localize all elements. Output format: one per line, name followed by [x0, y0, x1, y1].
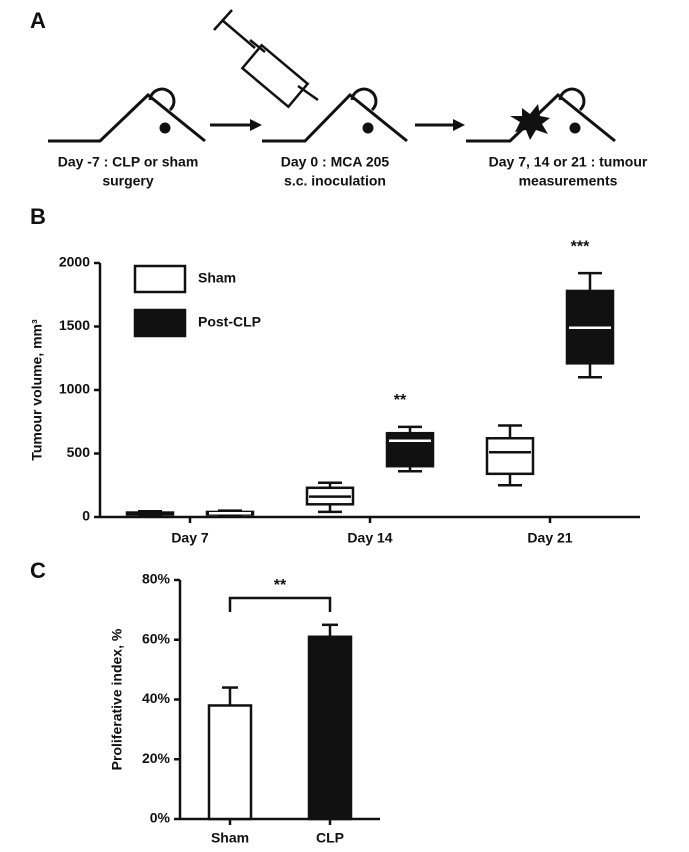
y-tick-label: 500 — [67, 444, 91, 460]
legend-label: Sham — [198, 270, 236, 286]
bar — [307, 635, 353, 821]
y-tick-label: 60% — [142, 630, 171, 646]
step-text: Day -7 : CLP or sham — [58, 154, 199, 170]
y-tick-label: 0 — [82, 508, 90, 524]
arrow-head — [453, 119, 465, 131]
x-tick-label: Day 14 — [347, 530, 392, 546]
y-tick-label: 1000 — [59, 381, 90, 397]
y-tick-label: 1500 — [59, 317, 90, 333]
legend-swatch — [133, 308, 187, 338]
panel-label: B — [30, 204, 46, 229]
bar — [207, 704, 253, 821]
significance: ** — [274, 577, 287, 594]
step-text: surgery — [102, 173, 154, 189]
arrow-head — [250, 119, 262, 131]
step-text: Day 0 : MCA 205 — [281, 154, 390, 170]
step-text: s.c. inoculation — [284, 173, 386, 189]
mouse — [262, 87, 408, 143]
y-tick-label: 20% — [142, 750, 171, 766]
significance: ** — [394, 392, 407, 409]
mouse — [48, 87, 206, 143]
x-tick-label: Sham — [211, 830, 249, 846]
significance: *** — [571, 238, 590, 255]
y-tick-label: 2000 — [59, 254, 90, 270]
y-axis-label: Tumour volume, mm³ — [29, 319, 45, 461]
y-tick-label: 80% — [142, 571, 171, 587]
x-tick-label: Day 7 — [171, 530, 209, 546]
legend-label: Post-CLP — [198, 314, 261, 330]
step-text: measurements — [519, 173, 618, 189]
step-text: Day 7, 14 or 21 : tumour — [489, 154, 648, 170]
bracket — [228, 596, 332, 612]
legend-swatch — [133, 264, 187, 294]
y-tick-label: 0% — [150, 810, 171, 826]
syringe — [213, 9, 319, 109]
box — [385, 431, 435, 468]
box — [485, 437, 535, 476]
y-axis-label: Proliferative index, % — [109, 628, 125, 770]
panel-label: C — [30, 558, 46, 583]
panel-label: A — [30, 8, 46, 33]
x-tick-label: Day 21 — [527, 530, 572, 546]
tumour — [510, 104, 550, 140]
mouse — [466, 87, 616, 143]
y-tick-label: 40% — [142, 690, 171, 706]
x-tick-label: CLP — [316, 830, 344, 846]
